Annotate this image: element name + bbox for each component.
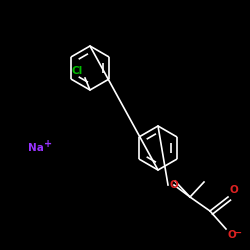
Text: O: O bbox=[230, 185, 239, 195]
Text: −: − bbox=[234, 228, 242, 238]
Text: O: O bbox=[169, 180, 178, 190]
Text: Na: Na bbox=[28, 143, 44, 153]
Text: O: O bbox=[227, 230, 236, 240]
Text: +: + bbox=[44, 139, 52, 149]
Text: Cl: Cl bbox=[72, 66, 83, 76]
